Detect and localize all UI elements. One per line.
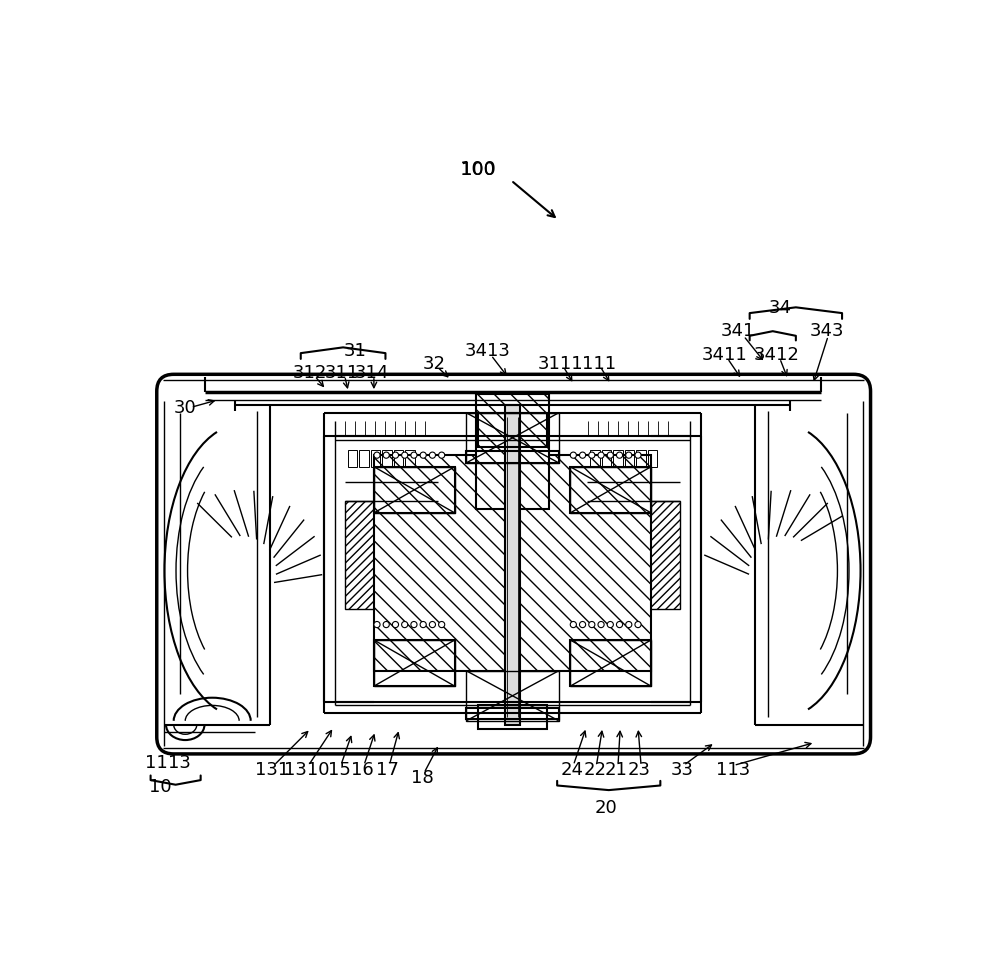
Bar xyxy=(345,502,438,610)
Text: 3412: 3412 xyxy=(754,345,800,363)
Bar xyxy=(505,405,520,725)
Text: 341: 341 xyxy=(721,322,755,340)
Text: 3413: 3413 xyxy=(465,342,511,361)
Circle shape xyxy=(439,452,445,459)
Bar xyxy=(466,413,559,463)
Circle shape xyxy=(607,452,613,459)
Bar xyxy=(587,502,680,610)
Text: 24: 24 xyxy=(560,760,583,779)
Text: 10: 10 xyxy=(149,778,172,795)
Circle shape xyxy=(579,621,586,628)
Text: 30: 30 xyxy=(174,399,197,417)
Circle shape xyxy=(579,452,586,459)
Circle shape xyxy=(598,452,604,459)
Circle shape xyxy=(383,452,389,459)
Text: 314: 314 xyxy=(355,363,390,382)
Text: 100: 100 xyxy=(461,160,495,179)
Text: 33: 33 xyxy=(670,760,693,779)
Text: 343: 343 xyxy=(809,322,844,340)
Text: 131: 131 xyxy=(255,760,289,779)
Bar xyxy=(636,450,646,467)
Text: 1310: 1310 xyxy=(284,760,330,779)
Text: 32: 32 xyxy=(422,355,445,372)
Bar xyxy=(374,455,512,671)
Circle shape xyxy=(626,452,632,459)
Bar xyxy=(478,413,547,448)
Bar xyxy=(570,640,651,687)
Circle shape xyxy=(635,452,641,459)
Bar xyxy=(613,450,623,467)
Circle shape xyxy=(598,621,604,628)
Circle shape xyxy=(420,452,426,459)
Bar xyxy=(405,450,415,467)
Bar xyxy=(602,450,611,467)
Circle shape xyxy=(607,621,613,628)
Circle shape xyxy=(420,621,426,628)
Text: 11: 11 xyxy=(145,753,168,771)
Circle shape xyxy=(402,621,408,628)
Bar xyxy=(374,640,455,687)
Text: 34: 34 xyxy=(769,299,792,317)
Bar xyxy=(374,640,455,687)
Circle shape xyxy=(374,452,380,459)
Text: 21: 21 xyxy=(605,760,628,779)
Text: 20: 20 xyxy=(595,798,618,816)
Bar xyxy=(374,467,455,513)
Text: 311: 311 xyxy=(324,363,359,382)
Text: 3111: 3111 xyxy=(537,355,583,372)
Circle shape xyxy=(411,621,417,628)
Bar xyxy=(348,450,357,467)
Text: 15: 15 xyxy=(328,760,351,779)
Circle shape xyxy=(616,621,623,628)
Text: 23: 23 xyxy=(628,760,651,779)
Bar xyxy=(648,450,657,467)
Text: 312: 312 xyxy=(293,363,327,382)
Circle shape xyxy=(589,621,595,628)
Bar xyxy=(478,705,547,729)
Text: 111: 111 xyxy=(582,355,616,372)
Circle shape xyxy=(429,452,436,459)
Circle shape xyxy=(635,621,641,628)
Bar xyxy=(476,394,549,510)
FancyBboxPatch shape xyxy=(157,375,871,754)
Circle shape xyxy=(589,452,595,459)
Text: 18: 18 xyxy=(411,768,434,786)
Circle shape xyxy=(374,621,380,628)
Bar xyxy=(466,671,559,721)
Text: 113: 113 xyxy=(716,760,750,779)
Bar xyxy=(570,640,651,687)
Bar xyxy=(466,451,559,463)
Bar xyxy=(570,467,651,513)
Bar xyxy=(625,450,634,467)
Text: 17: 17 xyxy=(376,760,399,779)
Bar xyxy=(466,708,559,719)
Circle shape xyxy=(383,621,389,628)
Text: 16: 16 xyxy=(351,760,374,779)
Circle shape xyxy=(570,452,576,459)
Circle shape xyxy=(392,621,399,628)
Circle shape xyxy=(402,452,408,459)
Circle shape xyxy=(616,452,623,459)
Text: 3411: 3411 xyxy=(701,345,747,363)
Bar xyxy=(394,450,403,467)
Bar xyxy=(382,450,392,467)
Text: 100: 100 xyxy=(459,160,496,179)
Bar xyxy=(371,450,380,467)
Bar xyxy=(570,467,651,513)
Circle shape xyxy=(411,452,417,459)
Circle shape xyxy=(429,621,436,628)
Circle shape xyxy=(570,621,576,628)
Bar xyxy=(512,455,651,671)
Text: 13: 13 xyxy=(168,753,191,771)
Circle shape xyxy=(439,621,445,628)
Bar xyxy=(590,450,600,467)
Text: 31: 31 xyxy=(343,342,366,361)
Bar xyxy=(374,467,455,513)
Circle shape xyxy=(626,621,632,628)
Bar xyxy=(359,450,369,467)
Circle shape xyxy=(392,452,399,459)
Text: 22: 22 xyxy=(583,760,606,779)
